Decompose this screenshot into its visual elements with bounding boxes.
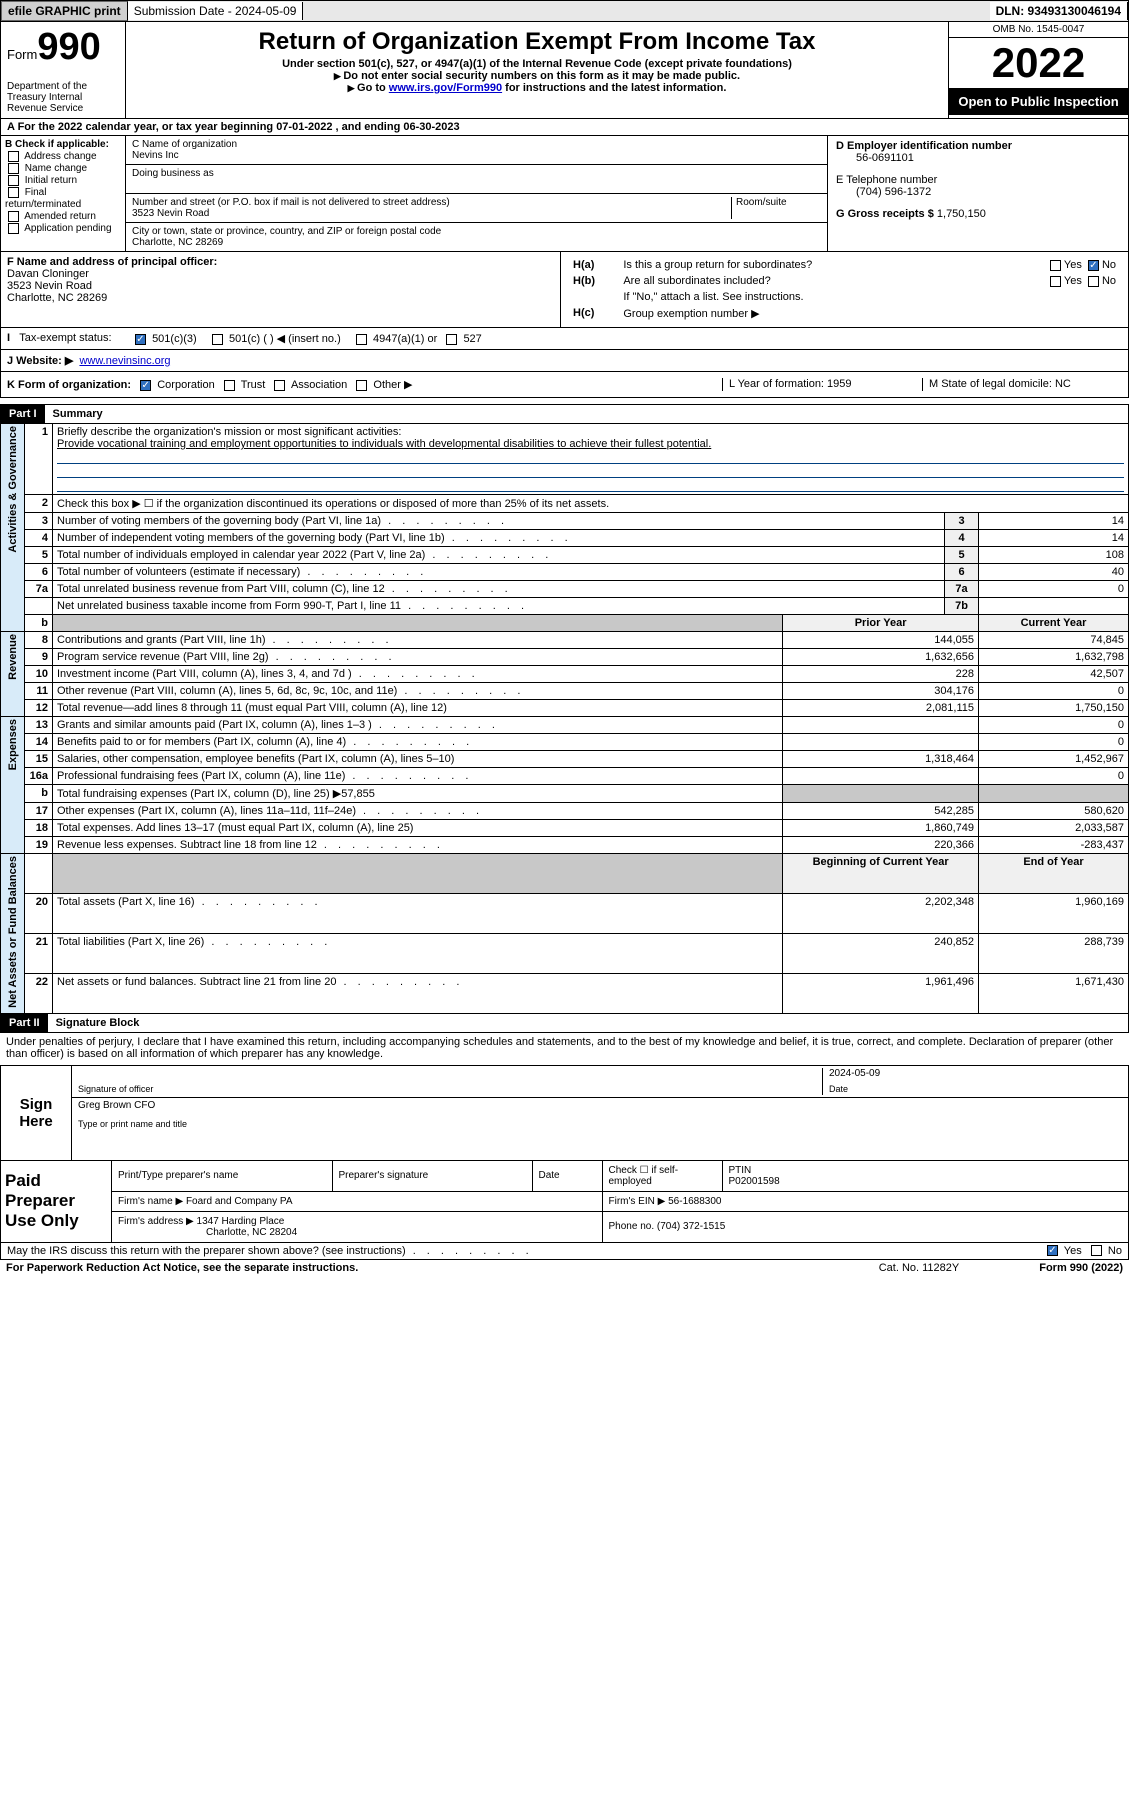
cat-no: Cat. No. 11282Y [879,1262,960,1274]
telephone: (704) 596-1372 [856,186,931,198]
row-k-form-org: K Form of organization: Corporation Trus… [0,371,1129,398]
subtitle-link: Go to www.irs.gov/Form990 for instructio… [136,82,938,94]
officer-name: Greg Brown CFO [78,1100,155,1111]
gross-receipts: 1,750,150 [937,208,986,220]
ein: 56-0691101 [856,152,914,164]
firm-name: Foard and Company PA [186,1196,293,1207]
part1-header: Part ISummary [0,404,1129,423]
form-header: Form990 Department of the Treasury Inter… [0,22,1129,119]
open-public-badge: Open to Public Inspection [949,88,1128,115]
summary-table: Activities & Governance 1 Briefly descri… [0,423,1129,1014]
submission-date: Submission Date - 2024-05-09 [128,2,304,20]
form-number: Form990 [7,26,119,69]
irs-link[interactable]: www.irs.gov/Form990 [389,82,502,94]
sidelabel-governance: Activities & Governance [7,426,19,553]
sidelabel-expenses: Expenses [7,719,19,770]
efile-print-button[interactable]: efile GRAPHIC print [1,1,128,21]
org-website-link[interactable]: www.nevinsinc.org [79,355,170,367]
sign-here-block: Sign Here Signature of officer 2024-05-0… [0,1065,1129,1161]
dln-number: DLN: 93493130046194 [990,2,1128,20]
org-name: Nevins Inc [132,150,179,161]
perjury-statement: Under penalties of perjury, I declare th… [0,1033,1129,1063]
form-title: Return of Organization Exempt From Incom… [136,28,938,56]
mission-text: Provide vocational training and employme… [57,438,711,450]
sidelabel-net-assets: Net Assets or Fund Balances [7,856,19,1008]
top-bar: efile GRAPHIC print Submission Date - 20… [0,0,1129,22]
dept-label: Department of the Treasury Internal Reve… [7,81,119,114]
form-footer: Form 990 (2022) [1039,1262,1123,1274]
paid-preparer-block: Paid Preparer Use Only Print/Type prepar… [0,1161,1129,1243]
box-f-officer: F Name and address of principal officer:… [1,252,561,327]
firm-addr: 1347 Harding Place [197,1216,285,1227]
row-j-website: J Website: ▶ www.nevinsinc.org [0,349,1129,371]
box-b-checklist: B Check if applicable: Address change Na… [1,136,126,251]
state-domicile: M State of legal domicile: NC [922,378,1122,391]
omb-number: OMB No. 1545-0047 [949,22,1128,38]
sign-here-label: Sign Here [1,1066,71,1160]
subtitle-section: Under section 501(c), 527, or 4947(a)(1)… [136,58,938,70]
tax-year: 2022 [949,38,1128,88]
firm-ein: 56-1688300 [668,1196,721,1207]
sign-date: 2024-05-09 [829,1068,880,1079]
subtitle-ssn: Do not enter social security numbers on … [136,70,938,82]
row-i-tax-status: I Tax-exempt status: 501(c)(3) 501(c) ( … [0,327,1129,349]
org-street: 3523 Nevin Road [132,208,209,219]
org-city: Charlotte, NC 28269 [132,237,223,248]
501c3-checkbox[interactable] [135,334,146,345]
box-c-org-info: C Name of organizationNevins Inc Doing b… [126,136,828,251]
irs-discuss-row: May the IRS discuss this return with the… [0,1243,1129,1260]
irs-discuss-yes[interactable] [1047,1245,1058,1256]
footer-row: For Paperwork Reduction Act Notice, see … [0,1260,1129,1276]
firm-phone: (704) 372-1515 [657,1221,725,1232]
year-formation: L Year of formation: 1959 [722,378,922,391]
ptin: P02001598 [729,1176,780,1187]
part2-header: Part IISignature Block [0,1014,1129,1033]
sidelabel-revenue: Revenue [7,634,19,680]
irs-discuss-no[interactable] [1091,1245,1102,1256]
box-h: H(a)Is this a group return for subordina… [561,252,1128,327]
row-a-tax-year: A For the 2022 calendar year, or tax yea… [0,119,1129,136]
box-d-e-g: D Employer identification number56-06911… [828,136,1128,251]
